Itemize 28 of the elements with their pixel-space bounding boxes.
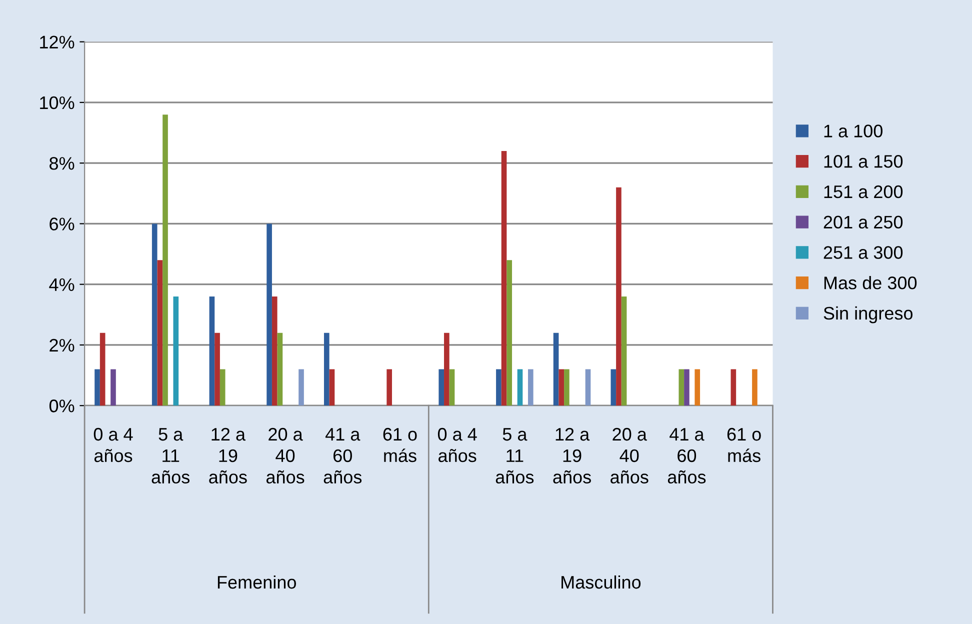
x-tick-label: 5 a 11 años <box>496 428 534 484</box>
x-tick-label: 0 a 4 años <box>438 428 477 462</box>
y-tick-label: 12% <box>40 36 74 48</box>
legend-label: 101 a 150 <box>824 155 903 168</box>
y-tick-label: 8% <box>50 157 74 170</box>
x-tick-label: 41 a 60 años <box>324 428 362 484</box>
legend-label: 151 a 200 <box>824 185 903 198</box>
x-tick-label: 12 a 19 años <box>209 428 247 484</box>
legend-label: 1 a 100 <box>824 124 882 138</box>
legend-label: 201 a 250 <box>824 216 903 229</box>
x-tick-label: 20 a 40 años <box>266 428 304 484</box>
x-tick-label: 12 a 19 años <box>553 428 591 484</box>
x-tick-label: 0 a 4 años <box>94 428 133 462</box>
y-tick-label: 4% <box>49 278 74 291</box>
x-tick-label: 41 a 60 años <box>668 428 706 484</box>
legend-label: Mas de 300 <box>824 276 917 290</box>
x-tick-label: 61 o más <box>383 428 417 462</box>
text: Femenino <box>218 575 296 589</box>
legend-label: Sin ingreso <box>824 306 913 324</box>
y-tick-label: 10% <box>40 96 74 110</box>
y-tick-label: 2% <box>50 338 74 352</box>
x-tick-label: 20 a 40 años <box>610 428 648 484</box>
x-tick-label: 61 o más <box>727 428 761 462</box>
legend-label: 251 a 300 <box>824 246 903 259</box>
x-tick-label: 5 a 11 años <box>152 428 190 484</box>
y-tick-label: 6% <box>50 218 74 230</box>
text: Masculino <box>562 575 641 589</box>
y-tick-label: 0% <box>49 400 74 412</box>
